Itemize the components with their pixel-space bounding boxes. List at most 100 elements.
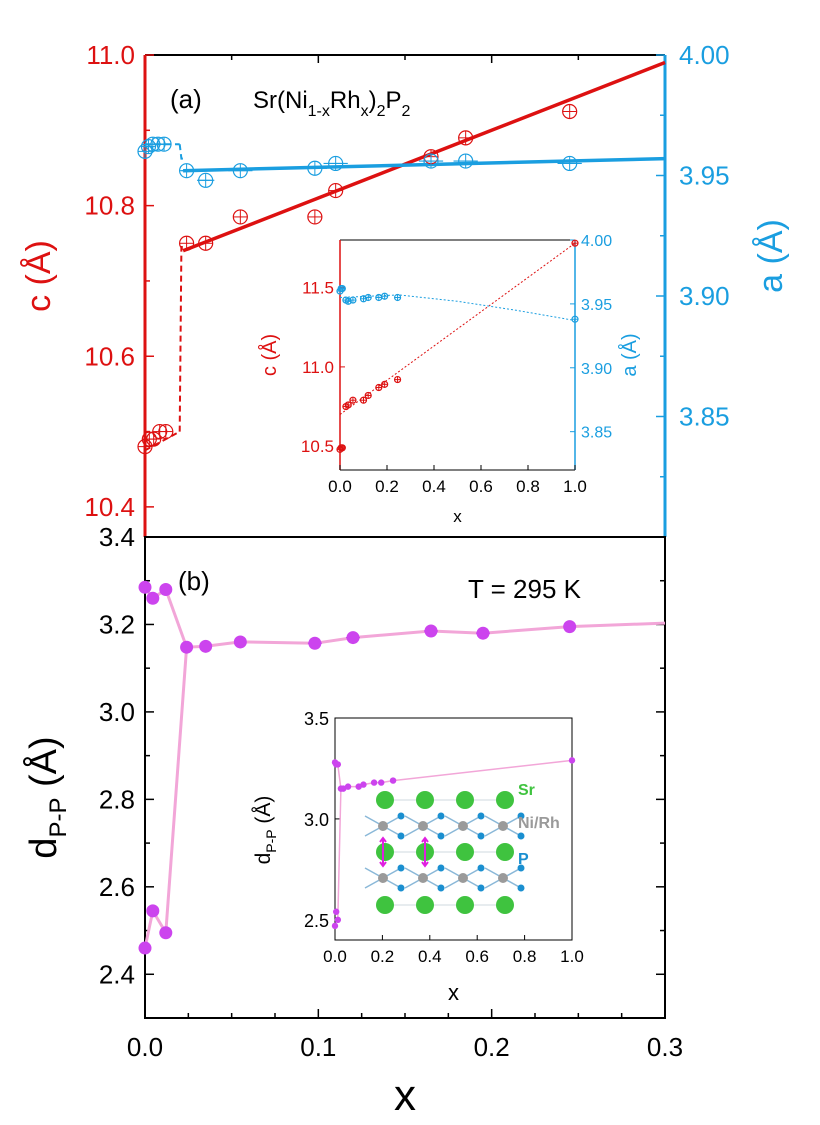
pp-arrowhead [379, 836, 387, 843]
panel-a-formula: Sr(Ni1-xRhx)2P2 [253, 87, 411, 120]
inset-c-point [349, 396, 357, 404]
inset-b-frame [334, 717, 573, 941]
inset-ylabel-sub: P-P [263, 829, 279, 852]
legend-p: P [518, 851, 529, 868]
inset-a-ltick-label: 11.5 [302, 279, 334, 298]
inset-b-point [370, 779, 378, 786]
inset-b-point [389, 777, 397, 784]
inset-a-xtick-label: 0.0 [328, 477, 352, 496]
ylabel-sub: P-P [45, 798, 72, 838]
dpp-point [146, 591, 160, 605]
panel-b-ytick-label: 2.6 [99, 872, 135, 902]
inset-b-point [334, 761, 342, 768]
panel-b-ytick-label: 3.4 [99, 522, 135, 552]
panel-a-right-tick-label: 4.00 [679, 40, 730, 70]
panel-b-ytick-label: 2.8 [99, 784, 135, 814]
sr-atom [376, 843, 394, 861]
panel-b-ytick-label: 3.0 [99, 697, 135, 727]
panel-b-label: (b) [178, 566, 210, 596]
inset-a-point [338, 284, 346, 293]
inset-a-xtick-label: 0.4 [422, 477, 446, 496]
inset-a-point [349, 296, 357, 304]
a-point [328, 155, 344, 172]
p-atom [477, 864, 485, 872]
sr-atom [496, 791, 514, 809]
dpp-point [159, 926, 173, 940]
ni-atom [498, 873, 508, 883]
inset-b-ylabel: dP-P (Å) [252, 796, 279, 865]
dpp-point [563, 620, 577, 634]
formula-part: P [385, 87, 401, 114]
c-fit-step [178, 246, 184, 432]
inset-b-xtick-label: 0.0 [323, 947, 347, 966]
inset-a-right-title: a (Å) [618, 333, 641, 376]
panel-a: 10.4 10.6 10.8 11.0 3.85 3.90 3.95 4.00 c (Å) a (… [20, 40, 790, 537]
sr-atom [456, 896, 474, 914]
a-point [179, 163, 195, 179]
p-atom [477, 884, 485, 892]
c-point [458, 130, 474, 146]
inset-a-xlabel: x [453, 507, 462, 526]
inset-a-ltick-label: 11.0 [302, 358, 334, 377]
inset-b-point [331, 922, 339, 930]
inset-b-xtick-label: 0.2 [371, 947, 395, 966]
p-atom [397, 812, 405, 820]
inset-a-point [364, 293, 372, 302]
p-atom [477, 812, 485, 820]
panel-a-right-tick-label: 3.85 [679, 402, 730, 432]
inset-ylabel-d: d [252, 853, 275, 865]
ni-atom [498, 821, 508, 831]
inset-ylabel-unit: (Å) [252, 796, 275, 830]
dpp-point [138, 580, 152, 594]
p-atom [437, 884, 445, 892]
panel-a-right-tick-label: 3.90 [679, 281, 730, 311]
inset-b-jump-line [337, 788, 342, 920]
formula-part: Rh [330, 87, 361, 114]
a-point [458, 153, 474, 169]
formula-part: Sr(Ni [253, 87, 308, 114]
panel-b-xtick-label: 0.1 [300, 1032, 336, 1062]
sr-atom [376, 791, 394, 809]
pp-arrowhead [421, 861, 429, 868]
inset-a-ltick-label: 10.5 [301, 437, 334, 456]
inset-b-point [344, 783, 352, 790]
p-atom [437, 812, 445, 820]
panel-a-left-tick-label: 10.6 [84, 341, 135, 371]
inset-a-rtick-label: 4.00 [581, 233, 612, 250]
dpp-point [346, 631, 360, 645]
formula-part: ) [369, 87, 377, 114]
panel-a-label: (a) [170, 84, 202, 114]
inset-a-point [393, 293, 402, 302]
sr-atom [496, 843, 514, 861]
panel-a-right-axis-title: a (Å) [752, 219, 790, 293]
inset-b-ytick-label: 2.5 [304, 911, 329, 931]
inset-a-xtick-label: 1.0 [563, 477, 587, 496]
a-fit-line [183, 156, 666, 173]
a-fit-step [178, 144, 184, 160]
inset-a-point [381, 292, 389, 300]
inset-b-point [334, 916, 342, 924]
inset-b-xtick-label: 0.6 [465, 947, 489, 966]
p-atom [517, 864, 525, 872]
p-atom [397, 864, 405, 872]
a-point [562, 155, 578, 172]
inset-b-ytick-label: 3.5 [304, 709, 329, 729]
dpp-point [199, 639, 213, 653]
dpp-point [424, 624, 438, 638]
formula-sub: 2 [402, 103, 411, 120]
dpp-point [159, 582, 173, 596]
dpp-lower-line [143, 647, 189, 949]
sr-atom [456, 843, 474, 861]
ni-atom [458, 873, 468, 883]
inset-b-ytick-label: 3.0 [304, 810, 329, 830]
dpp-point [138, 941, 152, 955]
ni-atom [458, 821, 468, 831]
inset-a-point [571, 315, 579, 323]
p-atom [437, 864, 445, 872]
c-point [307, 209, 323, 225]
c-point [158, 423, 174, 440]
a-point [423, 153, 439, 169]
panel-a-left-tick-label: 10.8 [84, 191, 135, 221]
inset-c-point [381, 380, 389, 388]
inset-b-point [332, 908, 340, 915]
